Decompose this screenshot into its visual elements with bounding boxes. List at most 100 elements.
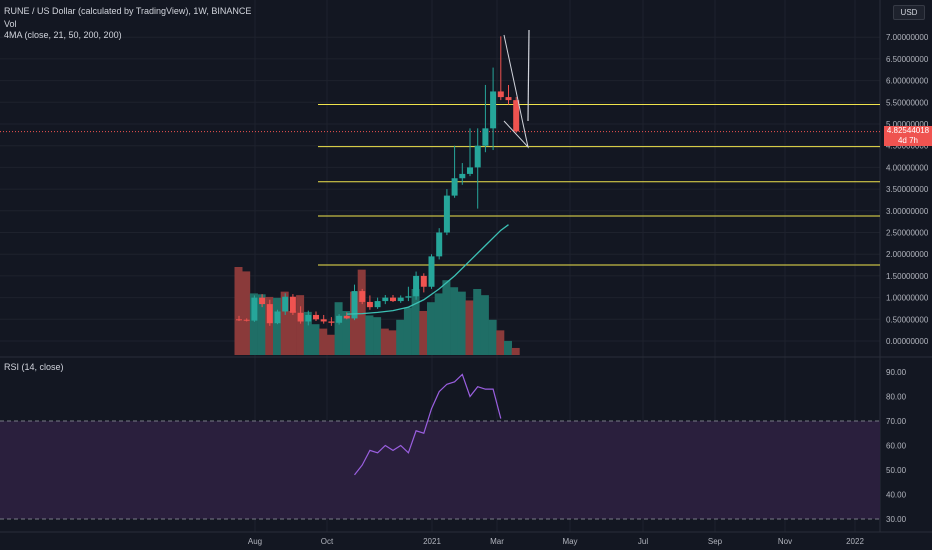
candle-body — [305, 314, 312, 322]
candle-body — [459, 173, 466, 179]
volume-bar — [273, 297, 281, 355]
volume-bar — [504, 340, 512, 355]
volume-bar — [380, 328, 389, 355]
candle-body — [366, 301, 373, 308]
volume-bar — [434, 293, 443, 355]
candle-body — [336, 315, 343, 323]
volume-bar — [257, 294, 266, 355]
volume-bar — [411, 289, 420, 355]
rsi-tick-label: 30.00 — [886, 515, 907, 524]
candle-body — [513, 100, 520, 132]
time-tick-label: 2021 — [423, 537, 441, 546]
volume-bar — [496, 330, 505, 355]
price-tick-label: 5.00000000 — [886, 120, 929, 129]
price-tick-label: 0.50000000 — [886, 315, 929, 324]
volume-bar — [234, 267, 243, 355]
time-tick-label: Mar — [490, 537, 504, 546]
symbol-legend[interactable]: RUNE / US Dollar (calculated by TradingV… — [4, 6, 252, 16]
volume-bar — [342, 311, 351, 355]
moving-average-line — [346, 224, 509, 315]
volume-bar — [265, 296, 274, 355]
candle-body — [289, 296, 296, 313]
candle-body — [451, 178, 458, 196]
volume-bar — [242, 271, 251, 355]
trend-line-drawing — [503, 34, 529, 149]
volume-bar — [450, 287, 459, 355]
volume-bar — [396, 319, 405, 355]
price-tick-label: 7.00000000 — [886, 33, 929, 42]
volume-bar — [288, 311, 297, 355]
price-tick-label: 4.00000000 — [886, 163, 929, 172]
candle-body — [397, 297, 404, 302]
volume-bar — [303, 311, 312, 355]
rsi-tick-label: 90.00 — [886, 368, 907, 377]
volume-bar — [365, 315, 374, 355]
time-tick-label: May — [562, 537, 577, 546]
candle-body — [497, 91, 504, 98]
candle-body — [243, 319, 250, 321]
price-tick-label: 0.00000000 — [886, 337, 929, 346]
volume-bar — [350, 291, 358, 355]
candle-body — [320, 319, 327, 322]
rsi-tick-label: 40.00 — [886, 491, 907, 500]
time-tick-label: Sep — [708, 537, 723, 546]
volume-bar — [373, 317, 382, 355]
rsi-tick-label: 50.00 — [886, 466, 907, 475]
price-tick-label: 6.00000000 — [886, 77, 929, 86]
candle-body — [313, 314, 319, 320]
candle-body — [467, 167, 473, 174]
price-tick-label: 6.50000000 — [886, 55, 929, 64]
candle-body — [413, 275, 420, 297]
time-tick-label: Jul — [638, 537, 648, 546]
candle-body — [420, 275, 427, 287]
volume-legend[interactable]: Vol — [4, 19, 17, 29]
candle-body — [390, 297, 396, 302]
candle-body — [259, 297, 266, 305]
candle-body — [351, 291, 358, 319]
candle-body — [374, 301, 381, 308]
candle-body — [482, 128, 489, 146]
candle-body — [359, 291, 366, 302]
volume-bar — [334, 302, 343, 355]
volume-bar — [457, 291, 466, 355]
volume-bar — [249, 293, 258, 355]
candle-body — [436, 232, 443, 257]
candle-body — [236, 319, 242, 321]
volume-bar — [473, 289, 482, 355]
volume-bar — [427, 302, 435, 355]
rsi-tick-label: 80.00 — [886, 393, 907, 402]
candle-body — [443, 195, 450, 233]
volume-bar — [388, 330, 397, 355]
price-tick-label: 1.00000000 — [886, 294, 929, 303]
price-tick-label: 3.50000000 — [886, 185, 929, 194]
candle-body — [428, 256, 435, 287]
time-tick-label: Aug — [248, 537, 262, 546]
volume-bar — [319, 328, 328, 355]
volume-bar — [480, 295, 489, 355]
rsi-band — [0, 421, 880, 519]
price-tick-label: 2.50000000 — [886, 229, 929, 238]
candle-body — [505, 97, 512, 101]
candle-body — [343, 315, 350, 319]
candle-body — [405, 296, 412, 298]
price-tick-label: 4.50000000 — [886, 142, 929, 151]
rsi-tick-label: 70.00 — [886, 417, 907, 426]
candle-body — [266, 304, 273, 324]
candle-body — [474, 145, 481, 168]
volume-bar — [488, 319, 497, 355]
candle-body — [382, 297, 389, 302]
candle-body — [274, 311, 281, 324]
volume-bar — [419, 311, 428, 355]
bar-countdown: 4d 7h — [897, 136, 919, 145]
volume-bar — [311, 324, 320, 355]
volume-bar — [442, 280, 451, 355]
rsi-tick-label: 60.00 — [886, 442, 907, 451]
volume-bar — [511, 347, 520, 355]
vertical-line-drawing — [527, 29, 530, 122]
currency-badge[interactable]: USD — [893, 5, 925, 20]
rsi-legend[interactable]: RSI (14, close) — [4, 362, 64, 372]
candle-body — [490, 91, 497, 129]
ma-legend[interactable]: 4MA (close, 21, 50, 200, 200) — [4, 30, 122, 40]
